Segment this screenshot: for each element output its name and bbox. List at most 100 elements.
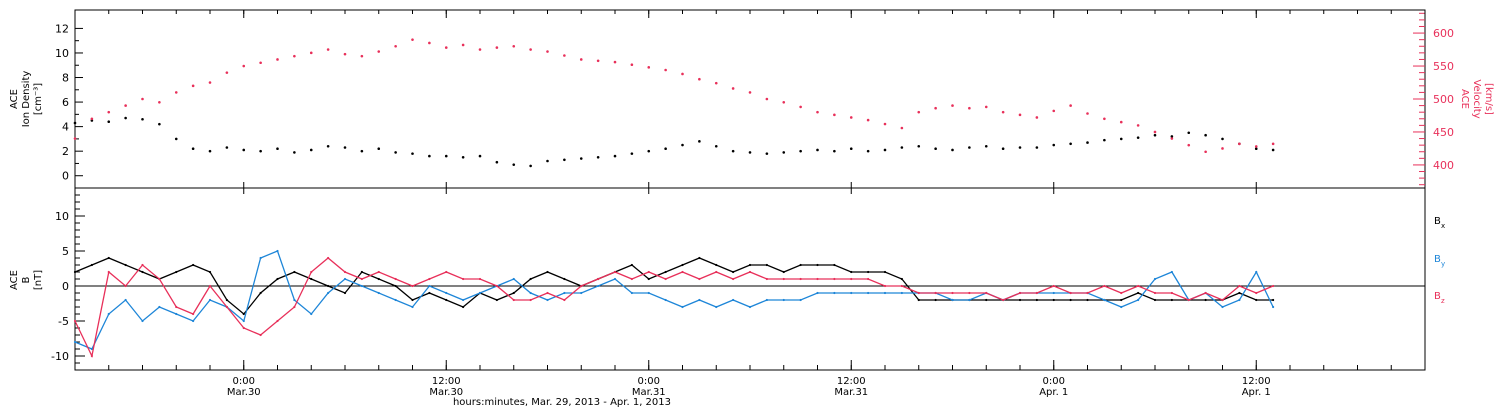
by-point <box>141 319 144 323</box>
by-point <box>107 312 110 316</box>
by-point <box>715 305 718 309</box>
ion-density-point <box>1001 147 1005 151</box>
top-right-tick-label: 550 <box>1433 60 1454 73</box>
bottom-left-tick-label: 5 <box>62 245 69 258</box>
bz-point <box>1170 291 1173 295</box>
velocity-point <box>1254 145 1258 148</box>
bz-point <box>597 277 600 281</box>
velocity-point <box>73 137 77 140</box>
by-point <box>360 284 363 288</box>
by-point <box>259 256 262 260</box>
velocity-point <box>917 110 921 114</box>
bx-point <box>850 270 853 274</box>
legend-by-sub: y <box>1441 260 1445 268</box>
by-point <box>664 298 667 302</box>
velocity-point <box>1001 110 1005 114</box>
velocity-point <box>731 87 735 90</box>
ion-density-point <box>428 154 431 158</box>
ion-density-point <box>225 146 229 149</box>
velocity-point <box>1221 147 1224 150</box>
by-point <box>698 298 701 302</box>
ion-density-point <box>630 152 634 155</box>
bx-point <box>799 263 802 267</box>
bx-point <box>310 277 313 281</box>
velocity-point <box>765 97 769 101</box>
by-point <box>462 298 465 302</box>
velocity-point <box>512 44 516 48</box>
bx-point <box>681 263 684 267</box>
bz-point <box>900 284 903 288</box>
ion-density-point <box>461 156 465 159</box>
ion-density-point <box>799 149 802 153</box>
velocity-point <box>900 126 904 130</box>
bz-point <box>1018 291 1022 295</box>
by-point <box>782 298 785 302</box>
by-point <box>867 291 870 295</box>
ion-density-point <box>343 146 347 149</box>
bz-point <box>934 291 937 295</box>
bz-point <box>1187 298 1190 302</box>
bz-point <box>816 277 819 281</box>
bz-point <box>1255 291 1258 295</box>
top-ylabel-line-3: [cm⁻³] <box>33 83 44 115</box>
bottom-ylabel-line-3: [nT] <box>33 270 44 290</box>
ion-density-point <box>596 156 600 159</box>
by-point <box>1238 298 1241 302</box>
bz-point <box>276 319 279 323</box>
velocity-point <box>647 66 651 69</box>
bz-point <box>1153 291 1157 295</box>
top-ylabel-line-1: ACE <box>9 89 20 109</box>
bx-point <box>985 298 988 302</box>
by-point <box>1170 270 1173 274</box>
bz-point <box>428 277 431 281</box>
ion-density-point <box>326 144 330 148</box>
bz-point <box>613 270 617 274</box>
bz-point <box>1002 298 1005 302</box>
legend-by: B y <box>1434 254 1445 268</box>
bx-point <box>208 270 212 274</box>
bx-point <box>900 277 903 281</box>
bz-line <box>74 257 1274 359</box>
bz-point <box>765 277 768 281</box>
x-tick-sublabel: Mar.31 <box>632 387 666 398</box>
top-y2label-line-1: ACE <box>1459 89 1470 109</box>
bz-point <box>664 277 667 281</box>
bz-series <box>73 256 1275 359</box>
velocity-point <box>664 68 667 72</box>
bz-point <box>495 284 498 288</box>
by-point <box>968 298 971 302</box>
velocity-point <box>1069 104 1072 107</box>
by-point <box>1272 305 1275 309</box>
bx-point <box>141 270 144 274</box>
velocity-point <box>1136 124 1140 127</box>
velocity-point <box>1187 143 1191 147</box>
by-point <box>1221 305 1224 309</box>
velocity-point <box>411 38 414 41</box>
bottom-left-tick-label: 10 <box>55 210 69 223</box>
velocity-point <box>377 50 381 53</box>
bx-point <box>1069 298 1072 302</box>
velocity-point <box>461 43 465 47</box>
bx-point <box>1170 298 1173 302</box>
bx-point <box>192 263 195 267</box>
ion-density-point <box>984 144 988 148</box>
bz-point <box>1035 291 1038 295</box>
velocity-point <box>816 110 819 114</box>
bx-point <box>1255 298 1258 302</box>
ion-density-point <box>444 154 448 158</box>
bz-point <box>242 326 245 330</box>
ion-density-point <box>1052 143 1056 147</box>
top-left-tick-label: 4 <box>62 121 69 134</box>
ion-density-point <box>1018 146 1022 149</box>
x-tick-label: 12:00 <box>837 376 866 387</box>
bz-point <box>90 354 93 358</box>
bz-point <box>462 277 465 281</box>
bz-point <box>799 277 802 281</box>
bx-point <box>765 263 768 267</box>
bz-point <box>208 284 212 288</box>
velocity-point <box>1103 117 1106 121</box>
bz-point <box>748 270 752 274</box>
bx-point <box>1238 291 1241 295</box>
bx-point <box>394 284 397 288</box>
bz-point <box>529 298 532 302</box>
